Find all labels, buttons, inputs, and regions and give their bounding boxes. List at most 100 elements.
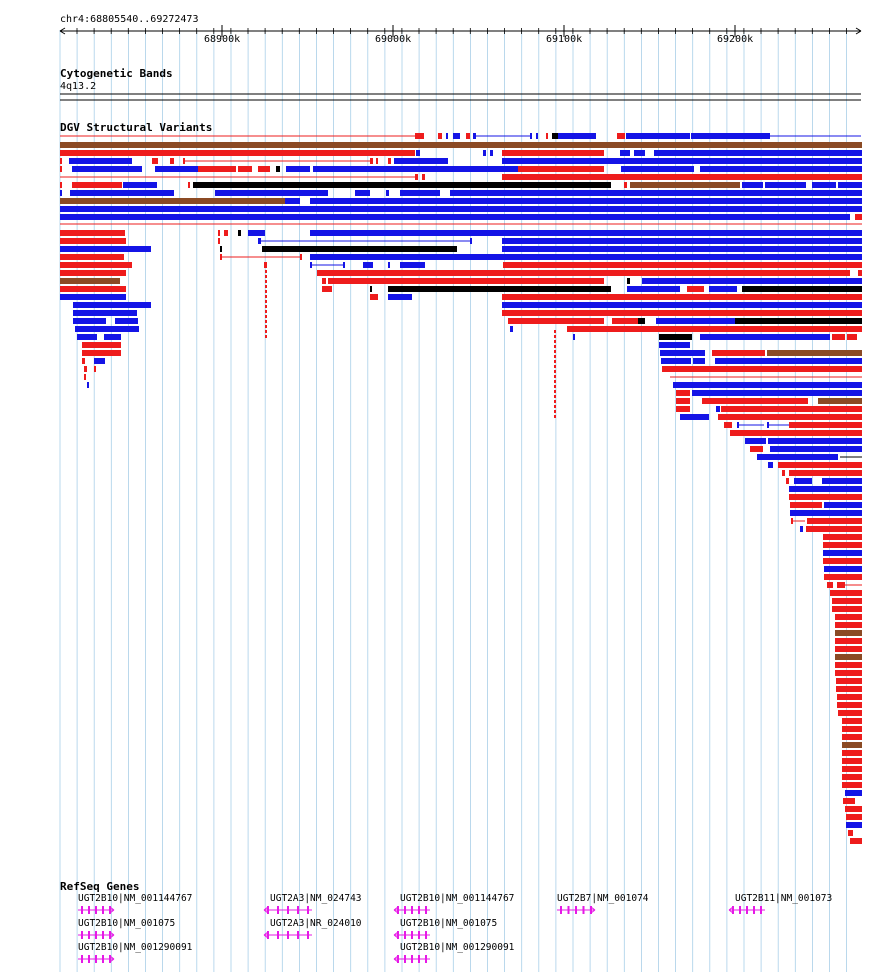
variant-block (248, 230, 265, 236)
variant-block (832, 598, 862, 604)
gene-exon (397, 931, 399, 939)
variant-block (791, 518, 793, 524)
gene-label[interactable]: UGT2B7|NM_001074 (557, 893, 649, 904)
gene-label[interactable]: UGT2B10|NM_001075 (78, 918, 176, 929)
variant-block (415, 174, 418, 180)
gene-exon (404, 931, 406, 939)
gene-label[interactable]: UGT2B10|NM_001075 (400, 918, 498, 929)
variant-block (343, 262, 345, 268)
variant-block (812, 182, 836, 188)
gene-exon (418, 931, 420, 939)
variant-block (370, 286, 372, 292)
variant-block (77, 334, 97, 340)
gene-exon (397, 906, 399, 914)
gene-exon (297, 906, 299, 914)
variant-block (388, 262, 390, 268)
gene-label[interactable]: UGT2B10|NM_001290091 (400, 942, 515, 953)
gene-label[interactable]: UGT2B10|NM_001144767 (400, 893, 515, 904)
variant-block (84, 374, 86, 380)
variant-block (422, 174, 425, 180)
variant-block (60, 262, 132, 268)
variant-block (502, 150, 604, 156)
cytoband-ideogram[interactable] (0, 0, 890, 110)
ruler-tick-label: 69100k (546, 34, 583, 45)
gene-label[interactable]: UGT2B10|NM_001144767 (78, 893, 193, 904)
variant-block (807, 518, 862, 524)
gene-exon (287, 906, 289, 914)
variant-block (388, 286, 611, 292)
variant-block (60, 158, 62, 164)
variant-block (742, 182, 763, 188)
variant-block (837, 702, 862, 708)
variant-block (370, 158, 373, 164)
variant-block (842, 726, 862, 732)
gene-label[interactable]: UGT2A3|NM_024743 (270, 893, 362, 904)
variant-block (830, 590, 862, 596)
gene-label[interactable]: UGT2A3|NR_024010 (270, 918, 362, 929)
variant-block (60, 238, 126, 244)
variant-block (502, 158, 862, 164)
variant-block (503, 262, 862, 268)
variant-block (835, 622, 862, 628)
variant-block (691, 133, 770, 139)
variant-block (627, 286, 680, 292)
variant-block (450, 190, 862, 196)
gene-exon (582, 906, 585, 914)
variant-block (832, 606, 862, 612)
variant-block (789, 422, 862, 428)
variant-block (262, 246, 457, 252)
gene-exon (404, 906, 406, 914)
variant-block (317, 270, 850, 276)
gene-label[interactable]: UGT2B10|NM_001290091 (78, 942, 193, 953)
variant-block (438, 133, 442, 139)
variant-block (416, 150, 420, 156)
variant-block (842, 766, 862, 772)
variant-block (446, 133, 448, 139)
gene-exon (307, 906, 309, 914)
variant-block (388, 294, 412, 300)
variant-block (709, 286, 737, 292)
refseq-track-title[interactable]: RefSeq Genes (60, 880, 140, 893)
variant-block (218, 238, 220, 244)
gene-label[interactable]: UGT2B11|NM_001073 (735, 893, 833, 904)
variant-block (730, 430, 862, 436)
ruler[interactable] (0, 0, 890, 60)
variant-block (310, 198, 862, 204)
gene-exon (102, 931, 104, 939)
variant-block (676, 390, 690, 396)
variant-block (794, 478, 812, 484)
variant-block (715, 358, 862, 364)
gene-exon (760, 906, 762, 914)
variant-block (220, 254, 222, 260)
gene-exon (277, 931, 279, 939)
gene-exon (753, 906, 755, 914)
strand-arrow-left (393, 906, 399, 914)
variant-block (617, 133, 625, 139)
strand-arrow-left (263, 906, 269, 914)
variant-block (842, 742, 862, 748)
cytoband-track-title[interactable]: Cytogenetic Bands (60, 67, 173, 80)
variant-block (188, 182, 190, 188)
variant-block (394, 158, 448, 164)
variant-block (624, 182, 627, 188)
strand-arrow-right (109, 906, 115, 914)
variant-block (626, 133, 690, 139)
variant-block (60, 206, 862, 212)
variant-block (660, 350, 705, 356)
variant-block (502, 294, 862, 300)
variant-block (745, 438, 766, 444)
variant-block (700, 334, 830, 340)
variant-block (238, 166, 252, 172)
variant-block (60, 278, 120, 284)
gene-exon (277, 906, 279, 914)
variant-block (502, 302, 862, 308)
gene-exon (739, 906, 741, 914)
variant-block (737, 422, 739, 428)
variant-block (638, 318, 645, 324)
variant-block (60, 294, 126, 300)
variant-block (300, 254, 302, 260)
strand-arrow-left (393, 955, 399, 963)
dgv-track-title[interactable]: DGV Structural Variants (60, 121, 213, 134)
